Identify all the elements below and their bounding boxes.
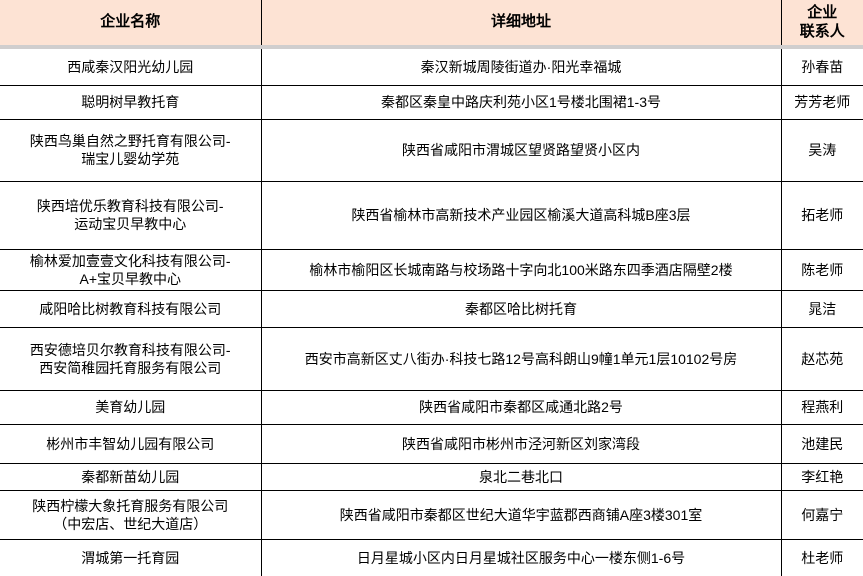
- table-row: 美育幼儿园 陕西省咸阳市秦都区咸通北路2号 程燕利: [0, 390, 863, 425]
- contact-cell: 晁洁: [781, 290, 863, 328]
- contact-cell: 池建民: [781, 424, 863, 464]
- table-row: 咸阳哈比树教育科技有限公司 秦都区哈比树托育 晁洁: [0, 290, 863, 328]
- table-row: 陕西柠檬大象托育服务有限公司 （中宏店、世纪大道店） 陕西省咸阳市秦都区世纪大道…: [0, 490, 863, 540]
- contact-cell: 陈老师: [781, 249, 863, 291]
- table-row: 榆林爱加壹壹文化科技有限公司- A+宝贝早教中心 榆林市榆阳区长城南路与校场路十…: [0, 249, 863, 291]
- contact-cell: 何嘉宁: [781, 490, 863, 540]
- address-cell: 西安市高新区丈八街办·科技七路12号高科朗山9幢1单元1层10102号房: [261, 327, 782, 391]
- company-name-cell: 陕西鸟巢自然之野托育有限公司- 瑞宝儿婴幼学苑: [0, 119, 262, 182]
- address-cell: 陕西省咸阳市彬州市泾河新区刘家湾段: [261, 424, 782, 464]
- table-row: 渭城第一托育园 日月星城小区内日月星城社区服务中心一楼东侧1-6号 杜老师: [0, 539, 863, 576]
- address-cell: 秦都区哈比树托育: [261, 290, 782, 328]
- table-row: 陕西培优乐教育科技有限公司- 运动宝贝早教中心 陕西省榆林市高新技术产业园区榆溪…: [0, 181, 863, 250]
- table-row: 西安德培贝尔教育科技有限公司- 西安简稚园托育服务有限公司 西安市高新区丈八街办…: [0, 327, 863, 391]
- contact-cell: 杜老师: [781, 539, 863, 576]
- address-cell: 陕西省咸阳市渭城区望贤路望贤小区内: [261, 119, 782, 182]
- address-cell: 秦都区秦皇中路庆利苑小区1号楼北围裙1-3号: [261, 85, 782, 120]
- address-cell: 陕西省咸阳市秦都区世纪大道华宇蓝郡西商铺A座3楼301室: [261, 490, 782, 540]
- header-row: 企业名称 详细地址 企业 联系人: [0, 0, 863, 49]
- table-header: 企业名称 详细地址 企业 联系人: [0, 0, 863, 49]
- company-name-cell: 西安德培贝尔教育科技有限公司- 西安简稚园托育服务有限公司: [0, 327, 262, 391]
- address-cell: 秦汉新城周陵街道办·阳光幸福城: [261, 47, 782, 86]
- address-cell: 陕西省榆林市高新技术产业园区榆溪大道高科城B座3层: [261, 181, 782, 250]
- contact-cell: 程燕利: [781, 390, 863, 425]
- address-cell: 榆林市榆阳区长城南路与校场路十字向北100米路东四季酒店隔壁2楼: [261, 249, 782, 291]
- table-row: 彬州市丰智幼儿园有限公司 陕西省咸阳市彬州市泾河新区刘家湾段 池建民: [0, 424, 863, 464]
- contact-cell: 赵芯苑: [781, 327, 863, 391]
- table-row: 秦都新苗幼儿园 泉北二巷北口 李红艳: [0, 463, 863, 491]
- header-address: 详细地址: [261, 0, 782, 49]
- address-cell: 陕西省咸阳市秦都区咸通北路2号: [261, 390, 782, 425]
- company-name-cell: 聪明树早教托育: [0, 85, 262, 120]
- contact-cell: 孙春苗: [781, 47, 863, 86]
- table-row: 西咸秦汉阳光幼儿园 秦汉新城周陵街道办·阳光幸福城 孙春苗: [0, 47, 863, 86]
- address-cell: 日月星城小区内日月星城社区服务中心一楼东侧1-6号: [261, 539, 782, 576]
- address-cell: 泉北二巷北口: [261, 463, 782, 491]
- company-name-cell: 陕西培优乐教育科技有限公司- 运动宝贝早教中心: [0, 181, 262, 250]
- contact-cell: 拓老师: [781, 181, 863, 250]
- company-name-cell: 彬州市丰智幼儿园有限公司: [0, 424, 262, 464]
- header-company-name: 企业名称: [0, 0, 262, 49]
- company-name-cell: 渭城第一托育园: [0, 539, 262, 576]
- contact-cell: 吴涛: [781, 119, 863, 182]
- table-body: 西咸秦汉阳光幼儿园 秦汉新城周陵街道办·阳光幸福城 孙春苗 聪明树早教托育 秦都…: [0, 47, 863, 576]
- table-row: 聪明树早教托育 秦都区秦皇中路庆利苑小区1号楼北围裙1-3号 芳芳老师: [0, 85, 863, 120]
- table-row: 陕西鸟巢自然之野托育有限公司- 瑞宝儿婴幼学苑 陕西省咸阳市渭城区望贤路望贤小区…: [0, 119, 863, 182]
- company-name-cell: 美育幼儿园: [0, 390, 262, 425]
- header-contact: 企业 联系人: [781, 0, 863, 49]
- company-name-cell: 秦都新苗幼儿园: [0, 463, 262, 491]
- contact-cell: 芳芳老师: [781, 85, 863, 120]
- company-name-cell: 咸阳哈比树教育科技有限公司: [0, 290, 262, 328]
- contact-cell: 李红艳: [781, 463, 863, 491]
- company-name-cell: 西咸秦汉阳光幼儿园: [0, 47, 262, 86]
- company-name-cell: 陕西柠檬大象托育服务有限公司 （中宏店、世纪大道店）: [0, 490, 262, 540]
- company-name-cell: 榆林爱加壹壹文化科技有限公司- A+宝贝早教中心: [0, 249, 262, 291]
